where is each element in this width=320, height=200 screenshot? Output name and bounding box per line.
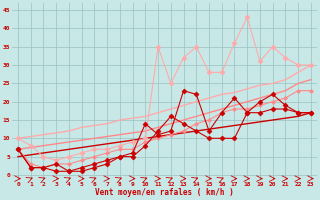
X-axis label: Vent moyen/en rafales ( km/h ): Vent moyen/en rafales ( km/h ): [95, 188, 234, 197]
